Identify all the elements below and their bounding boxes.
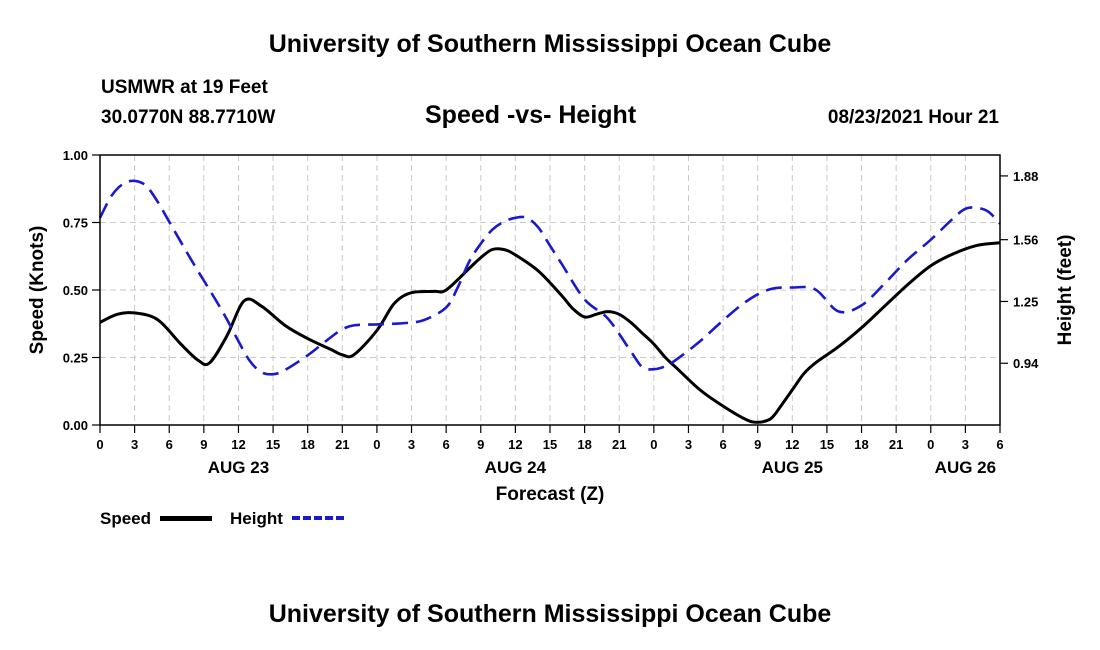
height-series-line (98, 179, 1001, 376)
y2-tick-label: 1.56 (1013, 233, 1038, 248)
x-axis-label: Forecast (Z) (496, 484, 605, 505)
grid-lines (100, 155, 1000, 425)
forecast-datetime: 08/23/2021 Hour 21 (827, 107, 999, 128)
y-tick-label: 0.25 (63, 351, 88, 366)
x-tick-label: 9 (754, 437, 761, 452)
y2-axis-label: Height (feet) (1055, 235, 1076, 346)
x-tick-label: 21 (612, 437, 626, 452)
x-tick-label: 15 (820, 437, 834, 452)
legend-speed-label: Speed (100, 509, 152, 528)
y2-tick-label: 1.88 (1013, 169, 1038, 184)
x-tick-label: 0 (927, 437, 934, 452)
station-label: USMWR at 19 Feet (101, 77, 268, 98)
x-tick-label: 6 (719, 437, 726, 452)
x-tick-label: 3 (685, 437, 692, 452)
x-tick-label: 6 (996, 437, 1003, 452)
x-tick-label: 18 (300, 437, 314, 452)
x-tick-label: 21 (889, 437, 903, 452)
x-tick-label: 18 (577, 437, 591, 452)
x-day-label: AUG 26 (935, 458, 996, 477)
x-tick-label: 3 (408, 437, 415, 452)
x-tick-label: 0 (650, 437, 657, 452)
station-coordinates: 30.0770N 88.7710W (101, 107, 276, 128)
chart-title: Speed -vs- Height (425, 101, 637, 129)
page-footer-title: University of Southern Mississippi Ocean… (268, 600, 832, 628)
x-tick-label: 15 (266, 437, 280, 452)
x-tick-label: 9 (477, 437, 484, 452)
x-tick-label: 21 (335, 437, 349, 452)
x-tick-label: 9 (200, 437, 207, 452)
series-layer (98, 179, 1001, 424)
x-tick-label: 3 (962, 437, 969, 452)
x-tick-label: 0 (373, 437, 380, 452)
y-tick-label: 0.50 (63, 283, 88, 298)
y-tick-label: 0.00 (63, 418, 88, 433)
legend-height-label: Height (230, 509, 283, 528)
y-tick-label: 0.75 (63, 216, 88, 231)
axes: 0.00 0.25 0.50 0.75 1.00 0.94 1.25 1.56 1.88 0 3 6 9… (63, 148, 1039, 477)
x-tick-label: 12 (231, 437, 245, 452)
x-day-label: AUG 25 (762, 458, 823, 477)
y2-tick-label: 0.94 (1013, 356, 1039, 371)
x-day-label: AUG 24 (485, 458, 547, 477)
x-tick-label: 3 (131, 437, 138, 452)
x-tick-label: 18 (854, 437, 868, 452)
x-tick-label: 6 (166, 437, 173, 452)
speed-series-line (99, 241, 1001, 424)
x-tick-label: 15 (543, 437, 557, 452)
legend-height-swatch (292, 516, 344, 520)
x-tick-label: 6 (443, 437, 450, 452)
y-tick-label: 1.00 (63, 148, 88, 163)
x-tick-label: 12 (508, 437, 522, 452)
x-tick-label: 0 (96, 437, 103, 452)
legend-speed-swatch (160, 516, 212, 521)
y2-tick-label: 1.25 (1013, 294, 1038, 309)
page-title: University of Southern Mississippi Ocean… (268, 30, 832, 58)
y-axis-label: Speed (Knots) (27, 226, 48, 355)
x-day-label: AUG 23 (208, 458, 269, 477)
x-tick-label: 12 (785, 437, 799, 452)
